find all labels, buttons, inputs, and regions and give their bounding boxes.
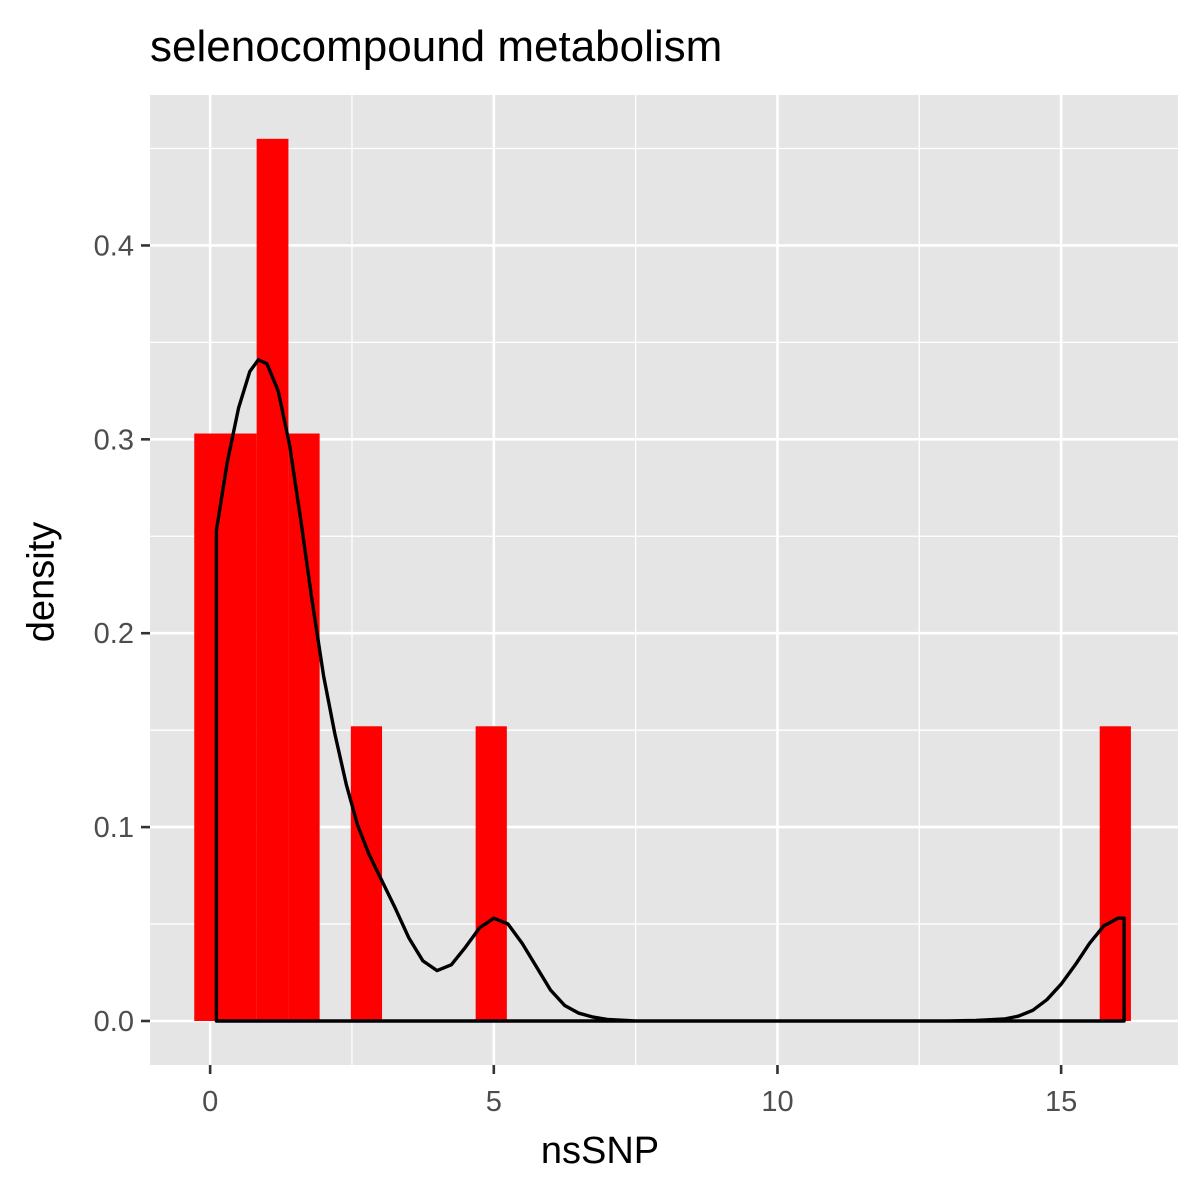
x-tick-label: 0 <box>202 1086 218 1118</box>
histogram-bar <box>194 433 257 1021</box>
histogram-bar <box>256 138 289 1021</box>
histogram-bar <box>1099 726 1131 1021</box>
x-tick-label: 10 <box>761 1086 793 1118</box>
y-axis-label: density <box>20 521 63 643</box>
y-tick-label: 0.4 <box>94 230 134 262</box>
histogram-bar <box>288 433 320 1021</box>
y-tick-label: 0.0 <box>94 1006 134 1038</box>
y-tick-label: 0.1 <box>94 812 134 844</box>
x-axis-label: nsSNP <box>540 1130 660 1172</box>
histogram-bar <box>475 726 507 1021</box>
density-curve <box>214 358 1126 1023</box>
y-tick-label: 0.2 <box>94 618 134 650</box>
density-curves <box>214 358 1126 1023</box>
y-tick-label: 0.3 <box>94 424 134 456</box>
minor-gridlines <box>150 95 1178 1065</box>
axis-ticks: 0 5 10 15 0.0 0.1 0.2 0.3 0.4 <box>94 230 1078 1118</box>
plot-panel <box>150 95 1178 1065</box>
x-tick-label: 15 <box>1045 1086 1077 1118</box>
x-tick-label: 5 <box>486 1086 502 1118</box>
chart-title: selenocompound metabolism <box>150 22 723 71</box>
